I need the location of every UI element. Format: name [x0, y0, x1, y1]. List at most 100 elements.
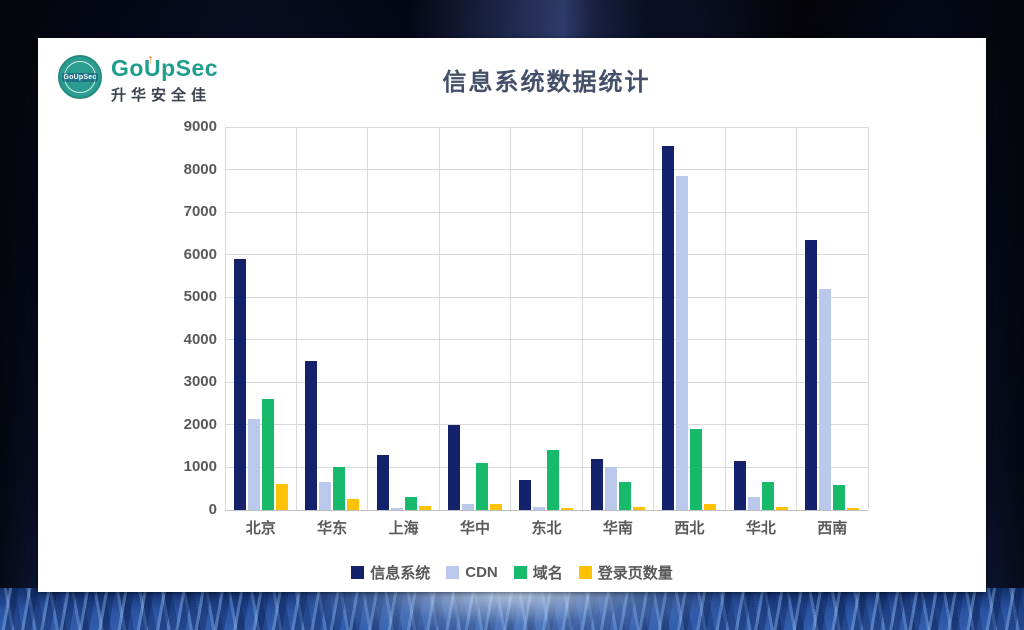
- gridline-y-2000: [225, 424, 868, 426]
- bar-信息系统-西北: [662, 146, 675, 510]
- gridline-y-1000: [225, 466, 868, 468]
- gridline-y-4000: [225, 339, 868, 341]
- bar-group-北京: [225, 127, 296, 510]
- logo-text: GoU ↑ pSec 升华安全佳: [111, 51, 219, 105]
- bar-CDN-上海: [390, 507, 403, 510]
- x-tick-label-西南: 西南: [817, 520, 848, 537]
- bar-group-华北: [725, 127, 796, 510]
- brand-subtitle: 升华安全佳: [111, 87, 212, 104]
- plot-area: 9000 8000 7000 6000 5000 4000 3000 2000 1000 0: [184, 118, 869, 518]
- bar-CDN-华南: [604, 467, 617, 510]
- x-tick-label-东北: 东北: [531, 520, 562, 537]
- logo-badge-icon: GoUpSec: [58, 55, 102, 99]
- gridline-y-5000: [225, 296, 868, 298]
- y-tick-label: 3000: [183, 373, 217, 391]
- bar-group-华东: [296, 127, 367, 510]
- bar-域名-东北: [547, 450, 560, 510]
- y-tick-label: 7000: [183, 203, 217, 221]
- bar-登录页数量-东北: [561, 507, 574, 510]
- legend-item-登录页数量: 登录页数量: [578, 562, 673, 583]
- bar-域名-西南: [833, 485, 846, 510]
- bar-信息系统-华北: [733, 461, 746, 510]
- bar-信息系统-华东: [305, 361, 318, 510]
- chart-card: GoUpSec GoU ↑ pSec 升华安全佳 信息系统数据统计 9000 8000…: [38, 38, 986, 592]
- bar-域名-北京: [261, 399, 274, 510]
- x-tick-label-华中: 华中: [460, 520, 491, 537]
- y-tick-label: 2000: [183, 415, 217, 433]
- brand-name: GoU ↑ pSec: [111, 51, 219, 81]
- x-axis-labels: 北京 华东 上海 华中 东北 华南 西北 华北 西南: [225, 517, 868, 537]
- brand-arrow-icon: ↑: [146, 51, 154, 66]
- bar-group-东北: [511, 127, 582, 510]
- bar-CDN-东北: [533, 506, 546, 510]
- gridline-x-8: [796, 127, 798, 510]
- bar-登录页数量-西南: [847, 507, 860, 510]
- logo-badge-text: GoUpSec: [61, 72, 99, 82]
- bar-信息系统-西南: [805, 239, 818, 510]
- gridline-y-6000: [225, 254, 868, 256]
- bar-CDN-西南: [819, 288, 832, 510]
- brand-u: U ↑: [144, 51, 161, 81]
- x-tick-label-华东: 华东: [317, 520, 348, 537]
- gridline-y-0: [225, 509, 868, 511]
- brand-suffix: pSec: [161, 55, 219, 81]
- logo: GoUpSec GoU ↑ pSec 升华安全佳: [58, 51, 219, 105]
- y-tick-label: 4000: [183, 330, 217, 348]
- y-tick-label: 5000: [183, 288, 217, 306]
- x-tick-label-上海: 上海: [388, 520, 419, 537]
- brand-prefix: Go: [111, 55, 144, 81]
- gridline-x-3: [438, 127, 440, 510]
- bar-域名-华中: [476, 463, 489, 510]
- legend-label: 登录页数量: [597, 565, 673, 582]
- bar-登录页数量-上海: [418, 506, 431, 510]
- x-tick-label-华北: 华北: [745, 520, 776, 537]
- gridline-x-5: [581, 127, 583, 510]
- bar-CDN-华北: [747, 497, 760, 510]
- gridline-x-9: [867, 127, 869, 510]
- bar-域名-华东: [333, 467, 346, 510]
- x-tick-label-西北: 西北: [674, 520, 705, 537]
- bar-信息系统-华中: [448, 424, 461, 510]
- bar-域名-上海: [404, 497, 417, 510]
- x-tick-label-北京: 北京: [245, 520, 276, 537]
- bar-group-华南: [582, 127, 653, 510]
- legend-item-域名: 域名: [513, 562, 563, 583]
- gridline-y-8000: [225, 169, 868, 171]
- gridline-y-7000: [225, 211, 868, 213]
- bar-group-华中: [439, 127, 510, 510]
- bar-CDN-华中: [462, 503, 475, 510]
- bar-信息系统-华南: [590, 458, 603, 510]
- gridline-x-6: [653, 127, 655, 510]
- legend-label: 域名: [532, 565, 563, 582]
- bar-CDN-西北: [676, 175, 689, 510]
- gridline-x-7: [724, 127, 726, 510]
- bar-登录页数量-华东: [347, 499, 360, 510]
- legend-item-CDN: CDN: [446, 564, 498, 581]
- bar-域名-华北: [761, 482, 774, 510]
- bar-信息系统-上海: [376, 454, 389, 510]
- bar-CDN-北京: [247, 418, 260, 510]
- gridline-y-9000: [225, 126, 868, 128]
- background-light-streaks: [0, 588, 1024, 630]
- bar-group-西南: [797, 127, 868, 510]
- bar-登录页数量-北京: [275, 484, 288, 510]
- bar-CDN-华东: [319, 482, 332, 510]
- bar-登录页数量-华北: [775, 507, 788, 510]
- legend-label: 信息系统: [370, 565, 431, 582]
- legend-swatch-icon: [351, 566, 365, 579]
- bar-域名-西北: [690, 429, 703, 510]
- chart-title: 信息系统数据统计: [442, 69, 651, 96]
- legend-swatch-icon: [446, 566, 460, 579]
- bar-登录页数量-华南: [632, 507, 645, 510]
- bar-group-上海: [368, 127, 439, 510]
- bar-登录页数量-华中: [490, 503, 503, 510]
- legend-swatch-icon: [578, 566, 592, 579]
- gridline-x-4: [510, 127, 512, 510]
- gridline-x-1: [295, 127, 297, 510]
- bar-group-西北: [654, 127, 725, 510]
- legend-swatch-icon: [513, 566, 527, 579]
- bar-域名-华南: [618, 482, 631, 510]
- y-tick-label: 6000: [183, 245, 217, 263]
- gridline-x-0: [224, 127, 226, 510]
